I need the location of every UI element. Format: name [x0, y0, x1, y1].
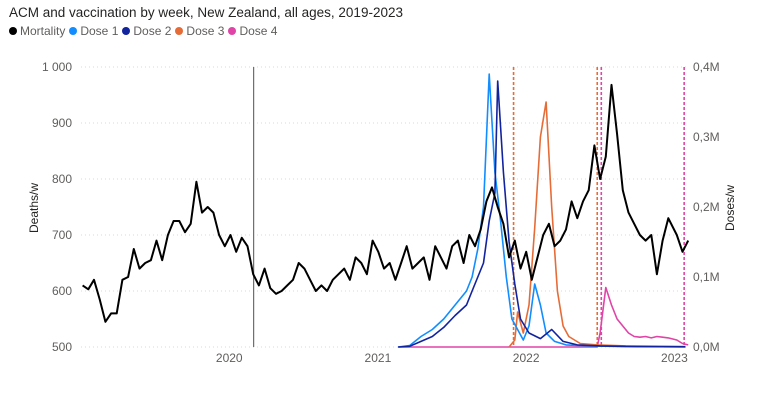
legend-item-dose-1[interactable]: Dose 1: [69, 24, 118, 38]
y-tick-right-4: 0,4M: [693, 60, 720, 74]
legend-item-dose-2[interactable]: Dose 2: [122, 24, 171, 38]
legend-dot-mortality: [9, 27, 17, 35]
reference-lines: [253, 67, 685, 347]
legend-dot-dose-4: [228, 27, 237, 35]
legend-dot-dose-3: [175, 27, 184, 35]
series-line-dose-2: [398, 80, 686, 348]
legend: Mortality Dose 1 Dose 2 Dose 3 Dose 4: [9, 23, 281, 39]
legend-label-dose-4: Dose 4: [239, 24, 278, 38]
legend-label-mortality: Mortality: [20, 24, 66, 38]
legend-label-dose-1: Dose 1: [80, 24, 119, 38]
series-line-dose-1: [398, 73, 686, 348]
series-line-mortality: [82, 83, 690, 323]
y-tick-left-2: 700: [52, 228, 72, 242]
chart-title: ACM and vaccination by week, New Zealand…: [9, 5, 403, 20]
y-tick-left-4: 900: [52, 116, 72, 130]
y-tick-right-0: 0,0M: [693, 340, 720, 354]
y-tick-left-0: 500: [52, 340, 72, 354]
legend-label-dose-2: Dose 2: [133, 24, 172, 38]
legend-label-dose-3: Dose 3: [186, 24, 225, 38]
legend-dot-dose-2: [122, 27, 131, 35]
y-axis-left-title: Deaths/w: [27, 183, 41, 233]
x-tick-2021: 2021: [365, 351, 392, 365]
y-tick-right-3: 0,3M: [693, 130, 720, 144]
gridlines: [81, 66, 687, 348]
x-tick-2022: 2022: [513, 351, 540, 365]
legend-item-mortality[interactable]: Mortality: [9, 24, 65, 38]
series-line-dose-3: [508, 101, 686, 348]
y-tick-left-1: 600: [52, 284, 72, 298]
x-tick-2020: 2020: [216, 351, 243, 365]
legend-dot-dose-1: [69, 27, 78, 35]
tick-labels: 500 600 700 800 900 1 000 0,0M 0,1M 0,2M 0,3M 0,4M…: [42, 60, 720, 365]
legend-item-dose-4[interactable]: Dose 4: [228, 24, 277, 38]
x-tick-2023: 2023: [661, 351, 688, 365]
y-tick-right-1: 0,1M: [693, 270, 720, 284]
y-tick-right-2: 0,2M: [693, 200, 720, 214]
y-axis-right-title: Doses/w: [723, 185, 737, 231]
y-tick-left-5: 1 000: [42, 60, 72, 74]
series-line-dose-4: [398, 286, 689, 348]
series-lines: [82, 73, 690, 348]
y-tick-left-3: 800: [52, 172, 72, 186]
legend-item-dose-3[interactable]: Dose 3: [175, 24, 224, 38]
